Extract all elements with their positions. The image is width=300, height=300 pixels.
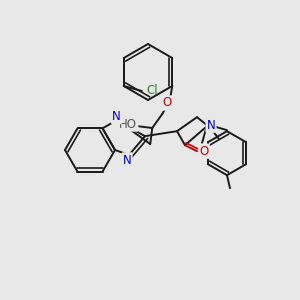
Text: Cl: Cl	[146, 85, 158, 98]
Text: N: N	[123, 154, 131, 166]
Text: O: O	[163, 97, 172, 110]
Text: N: N	[207, 119, 215, 132]
Text: HO: HO	[119, 118, 137, 130]
Text: N: N	[112, 110, 121, 123]
Text: O: O	[200, 145, 208, 158]
